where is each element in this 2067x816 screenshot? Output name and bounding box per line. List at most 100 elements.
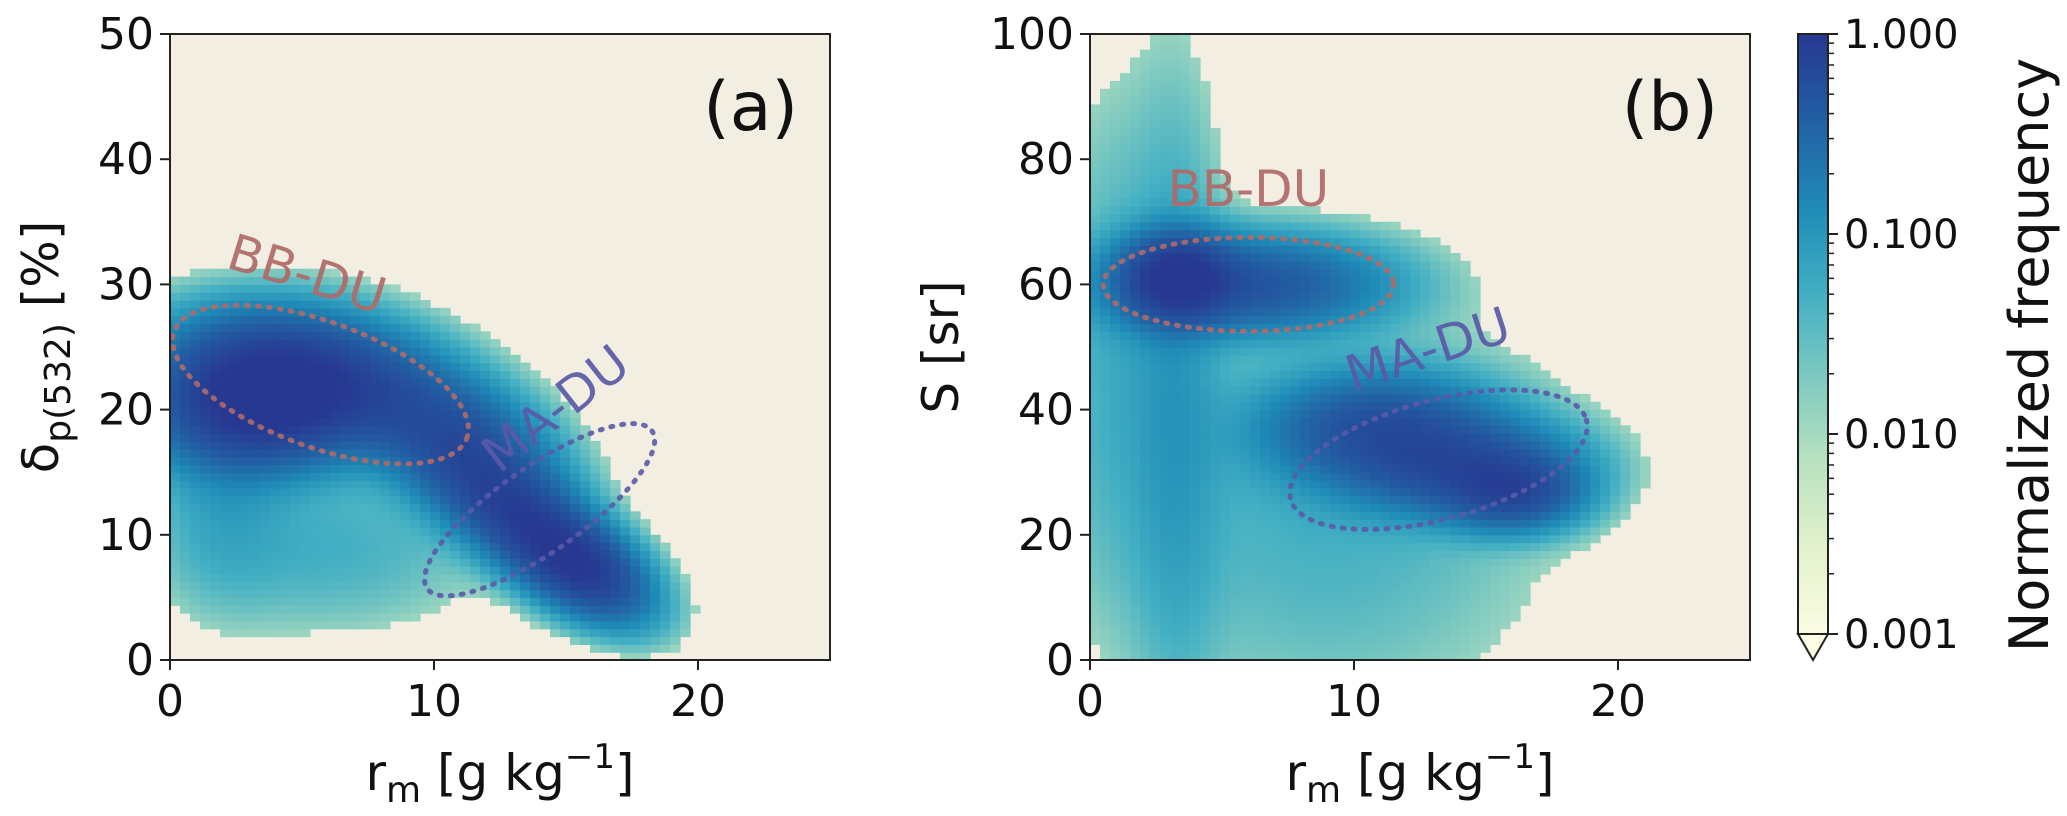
heatmap-cell	[1210, 315, 1221, 325]
heatmap-cell	[1150, 206, 1161, 215]
heatmap-cell	[1100, 260, 1111, 270]
heatmap-cell	[200, 268, 211, 278]
heatmap-cell	[1190, 284, 1201, 293]
heatmap-cell	[1410, 425, 1421, 434]
heatmap-cell	[1160, 581, 1171, 591]
heatmap-cell	[1220, 526, 1231, 536]
heatmap-cell	[600, 558, 611, 567]
heatmap-cell	[1140, 503, 1151, 512]
heatmap-cell	[510, 386, 521, 395]
heatmap-cell	[190, 605, 201, 614]
heatmap-cell	[1360, 245, 1371, 254]
heatmap-cell	[460, 573, 471, 583]
heatmap-cell	[220, 323, 231, 332]
heatmap-cell	[1430, 253, 1441, 262]
heatmap-cell	[1210, 221, 1221, 231]
heatmap-cell	[1450, 495, 1461, 505]
heatmap-cell	[1540, 433, 1551, 442]
heatmap-cell	[1280, 315, 1291, 325]
heatmap-cell	[410, 519, 421, 528]
heatmap-cell	[320, 566, 331, 575]
heatmap-cell	[1100, 542, 1111, 552]
heatmap-cell	[1260, 206, 1271, 215]
heatmap-cell	[370, 440, 381, 450]
heatmap-cell	[650, 636, 661, 645]
heatmap-cell	[170, 276, 181, 285]
heatmap-cell	[620, 542, 631, 552]
heatmap-cell	[1500, 487, 1511, 497]
heatmap-cell	[1160, 495, 1171, 505]
heatmap-cell	[440, 519, 451, 528]
heatmap-cell	[180, 347, 191, 356]
heatmap-cell	[1270, 448, 1281, 458]
heatmap-cell	[1330, 550, 1341, 559]
heatmap-cell	[1440, 268, 1451, 278]
heatmap-cell	[550, 393, 561, 403]
heatmap-cell	[1190, 456, 1201, 465]
heatmap-cell	[1110, 558, 1121, 567]
heatmap-cell	[1420, 409, 1431, 419]
heatmap-cell	[1180, 620, 1191, 630]
heatmap-cell	[340, 480, 351, 489]
heatmap-cell	[620, 495, 631, 505]
heatmap-cell	[360, 573, 371, 583]
heatmap-cell	[170, 464, 181, 473]
heatmap-cell	[1430, 378, 1441, 387]
heatmap-cell	[1330, 331, 1341, 340]
heatmap-cell	[1180, 636, 1191, 645]
heatmap-cell	[1410, 495, 1421, 505]
heatmap-cell	[1290, 487, 1301, 497]
heatmap-cell	[1470, 370, 1481, 379]
heatmap-cell	[1160, 526, 1171, 536]
heatmap-cell	[1270, 378, 1281, 387]
heatmap-cell	[1340, 558, 1351, 567]
heatmap-cell	[350, 566, 361, 575]
heatmap-cell	[300, 472, 311, 481]
heatmap-cell	[1250, 229, 1261, 239]
heatmap-cell	[1220, 519, 1231, 528]
heatmap-cell	[1400, 558, 1411, 567]
heatmap-cell	[180, 487, 191, 497]
heatmap-cell	[1520, 581, 1531, 591]
heatmap-cell	[1390, 456, 1401, 465]
heatmap-cell	[1090, 605, 1101, 614]
heatmap-cell	[1330, 253, 1341, 262]
heatmap-cell	[1090, 378, 1101, 387]
heatmap-cell	[1360, 566, 1371, 575]
heatmap-cell	[1380, 519, 1391, 528]
heatmap-cell	[1130, 331, 1141, 340]
heatmap-cell	[1250, 448, 1261, 458]
heatmap-cell	[610, 480, 621, 489]
heatmap-cell	[1470, 636, 1481, 645]
heatmap-cell	[540, 456, 551, 465]
heatmap-cell	[240, 315, 251, 325]
heatmap-cell	[1240, 566, 1251, 575]
heatmap-cell	[1250, 636, 1261, 645]
heatmap-cell	[340, 315, 351, 325]
heatmap-cell	[1180, 456, 1191, 465]
heatmap-cell	[1540, 519, 1551, 528]
heatmap-cell	[1600, 511, 1611, 520]
heatmap-cell	[170, 526, 181, 536]
heatmap-cell	[520, 440, 531, 450]
heatmap-cell	[200, 581, 211, 591]
heatmap-cell	[1510, 503, 1521, 512]
heatmap-cell	[350, 292, 361, 301]
heatmap-cell	[1390, 401, 1401, 411]
heatmap-cell	[1410, 573, 1421, 583]
heatmap-cell	[420, 542, 431, 552]
heatmap-cell	[290, 550, 301, 559]
heatmap-cell	[1140, 613, 1151, 622]
heatmap-cell	[1240, 401, 1251, 411]
heatmap-cell	[530, 534, 541, 544]
heatmap-cell	[420, 370, 431, 379]
heatmap-cell	[400, 566, 411, 575]
heatmap-cell	[440, 456, 451, 465]
heatmap-cell	[1430, 409, 1441, 419]
heatmap-cell	[450, 534, 461, 544]
heatmap-cell	[1090, 315, 1101, 325]
heatmap-cell	[1100, 519, 1111, 528]
heatmap-cell	[1170, 581, 1181, 591]
heatmap-cell	[1450, 370, 1461, 379]
heatmap-cell	[360, 503, 371, 512]
